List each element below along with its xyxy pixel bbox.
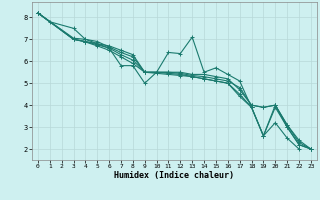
X-axis label: Humidex (Indice chaleur): Humidex (Indice chaleur) bbox=[115, 171, 234, 180]
